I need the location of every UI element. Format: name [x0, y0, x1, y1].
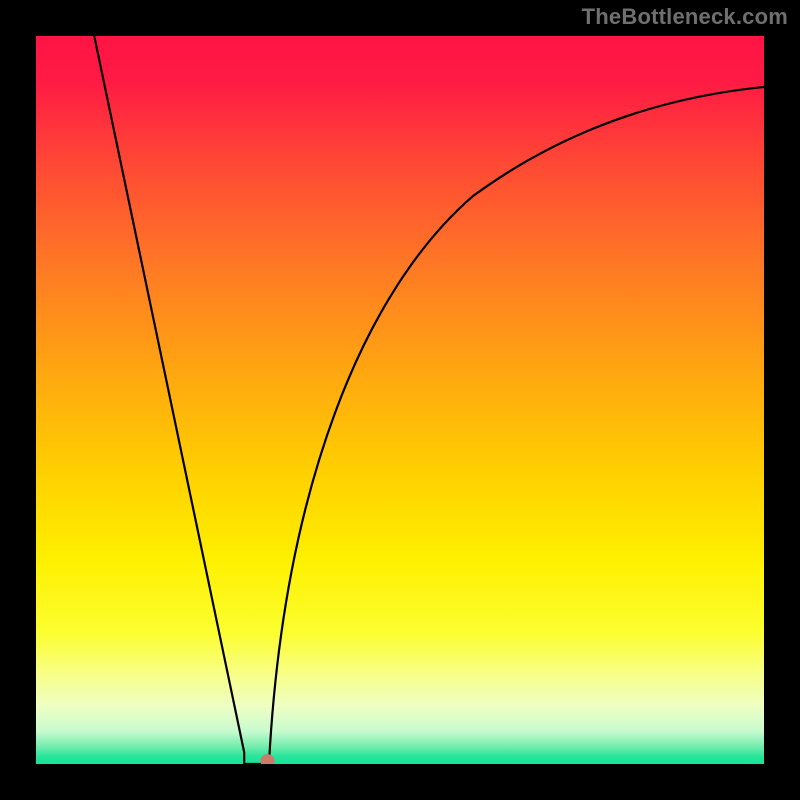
bottleneck-chart	[0, 0, 800, 800]
chart-container: TheBottleneck.com	[0, 0, 800, 800]
watermark-text: TheBottleneck.com	[582, 4, 788, 30]
plot-background	[36, 36, 764, 764]
